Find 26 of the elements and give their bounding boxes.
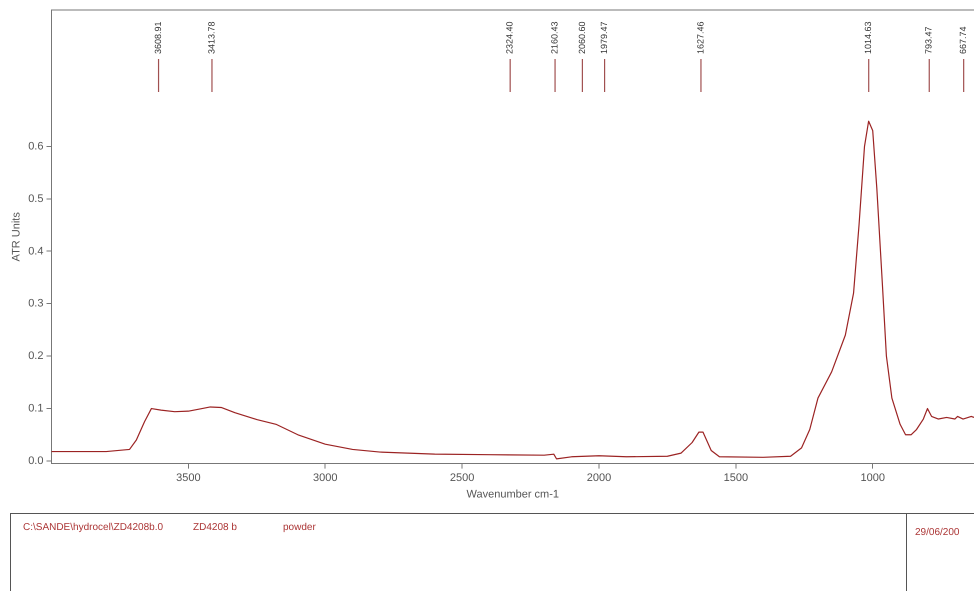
y-axis-title: ATR Units bbox=[10, 212, 23, 262]
ref-line-label: 2160.43 bbox=[550, 21, 560, 54]
y-tick-label: 0.4 bbox=[28, 245, 44, 258]
x-tick-label: 3500 bbox=[176, 472, 201, 484]
y-tick-label: 0.5 bbox=[28, 192, 44, 205]
info-panel: C:\SANDE\hydrocel\ZD4208b.0 ZD4208 b powder 29/06/200 bbox=[10, 513, 974, 591]
y-tick-label: 0.6 bbox=[28, 140, 44, 152]
x-tick-label: 2500 bbox=[450, 472, 474, 484]
ref-line-label: 2060.60 bbox=[576, 21, 587, 54]
x-tick-label: 2000 bbox=[586, 472, 612, 484]
y-tick-label: 0.3 bbox=[28, 298, 44, 310]
ref-line-label: 1979.47 bbox=[599, 21, 610, 54]
y-tick-label: 0.2 bbox=[28, 350, 44, 362]
ref-line-label: 793.47 bbox=[924, 26, 934, 54]
x-tick-label: 3000 bbox=[312, 472, 338, 484]
ref-line-label: 3413.78 bbox=[206, 21, 216, 54]
y-tick-label: 0.1 bbox=[28, 402, 44, 415]
x-tick-label: 1000 bbox=[860, 472, 885, 484]
x-axis-title: Wavenumber cm-1 bbox=[466, 488, 560, 500]
ref-line-label: 1014.63 bbox=[863, 21, 874, 54]
ref-line-label: 2324.40 bbox=[504, 21, 515, 54]
ref-line-label: 667.74 bbox=[958, 26, 968, 54]
x-tick-label: 1500 bbox=[724, 472, 748, 484]
ref-line-label: 3608.91 bbox=[153, 21, 164, 54]
ref-line-label: 1627.46 bbox=[695, 21, 706, 54]
y-tick-label: 0.0 bbox=[28, 455, 44, 468]
